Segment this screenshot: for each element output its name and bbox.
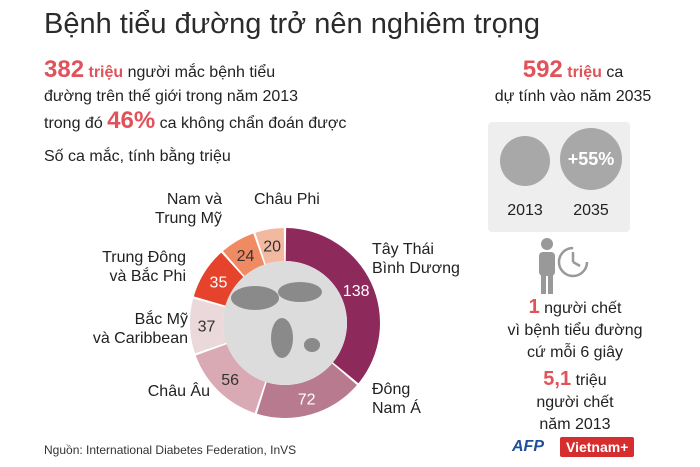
projection-text-1: ca xyxy=(606,64,624,81)
donut-slice-0 xyxy=(285,228,381,384)
death-text-2: vì bệnh tiểu đường xyxy=(507,322,643,339)
donut-slice-4 xyxy=(193,252,244,306)
donut-value-label: 24 xyxy=(237,248,255,265)
increase-label: +55% xyxy=(567,148,615,169)
death-text-1: người chết xyxy=(544,300,622,317)
donut-value-label: 56 xyxy=(221,372,239,389)
death-total-value: 5,1 xyxy=(543,368,572,390)
source-note: Nguồn: International Diabetes Federation… xyxy=(44,443,297,457)
projection-value: 592 xyxy=(522,56,563,83)
donut-category-label: Trung Đông và Bắc Phi xyxy=(102,249,186,285)
projection-unit: triệu xyxy=(567,64,602,81)
undiagnosed-pct: 46% xyxy=(107,107,156,134)
current-unit: triệu xyxy=(88,64,124,81)
donut-category-label: Châu Âu xyxy=(147,383,210,400)
clock-icon xyxy=(557,246,589,278)
current-cases-stat: 382 triệu người mắc bệnh tiểu đường trên… xyxy=(44,58,444,136)
death-total-note: 5,1 triệu người chết năm 2013 xyxy=(470,368,680,436)
vietnam-plus-logo: Vietnam+ xyxy=(560,437,635,457)
projection-stat: 592 triệu ca dự tính vào năm 2035 xyxy=(468,58,678,109)
donut-value-label: 37 xyxy=(198,319,216,336)
donut-slice-6 xyxy=(255,228,285,265)
chart-title: Số ca mắc, tính bằng triệu xyxy=(44,148,231,165)
donut-value-label: 20 xyxy=(263,239,281,256)
donut-value-label: 35 xyxy=(210,274,228,291)
donut-category-label: Nam và Trung Mỹ xyxy=(155,191,222,227)
donut-value-label: 138 xyxy=(343,283,370,300)
current-value: 382 xyxy=(44,56,85,83)
donut-value-label: 72 xyxy=(298,391,316,408)
death-total-text-1: người chết xyxy=(536,394,614,411)
donut-slice-3 xyxy=(190,298,227,354)
projection-text-2: dự tính vào năm 2035 xyxy=(494,88,652,105)
donut-category-label: Tây Thái Bình Dương xyxy=(372,241,460,277)
current-text-2: đường trên thế giới trong năm 2013 xyxy=(44,88,299,105)
undiagnosed-text: ca không chẩn đoán được xyxy=(159,115,347,132)
donut-category-label: Đông Nam Á xyxy=(372,381,421,417)
afp-logo: AFP xyxy=(512,438,544,455)
death-total-text-2: năm 2013 xyxy=(539,416,611,433)
circle-2035: +55% xyxy=(560,128,622,190)
donut-slice-1 xyxy=(256,363,357,419)
donut-slice-5 xyxy=(222,233,265,277)
page-title: Bệnh tiểu đường trở nên nghiêm trọng xyxy=(44,8,540,40)
projection-comparison-box: +55% 2013 2035 xyxy=(488,122,630,232)
person-icon xyxy=(539,238,555,294)
donut-slice-2 xyxy=(195,344,266,414)
undiagnosed-prefix: trong đó xyxy=(44,115,103,132)
donut-category-label: Bắc Mỹ và Caribbean xyxy=(92,311,188,347)
person-clock-graphic xyxy=(539,238,589,294)
death-count: 1 xyxy=(528,296,540,318)
death-total-unit: triệu xyxy=(575,372,607,389)
globe-icon xyxy=(231,282,322,358)
death-text-3: cứ mỗi 6 giây xyxy=(526,344,624,361)
circle-2013 xyxy=(500,136,550,186)
year-2035-label: 2035 xyxy=(573,202,609,219)
donut-category-label: Châu Phi xyxy=(254,191,320,208)
year-2013-label: 2013 xyxy=(507,202,543,219)
death-rate-note: 1 người chết vì bệnh tiểu đường cứ mỗi 6… xyxy=(470,296,680,364)
current-text-1: người mắc bệnh tiểu xyxy=(127,64,276,81)
